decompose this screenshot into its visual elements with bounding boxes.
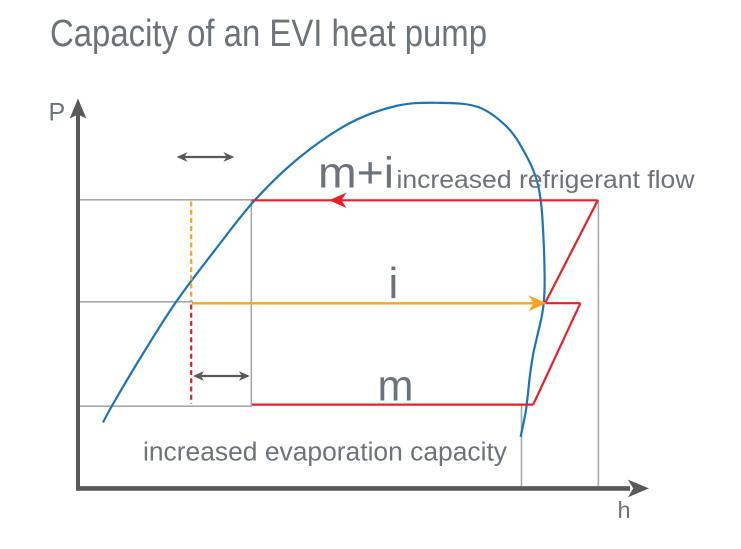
svg-text:Capacity of an EVI heat pump: Capacity of an EVI heat pump (50, 13, 487, 55)
svg-text:i: i (389, 259, 399, 308)
svg-text:h: h (618, 497, 631, 523)
svg-text:P: P (49, 99, 66, 127)
svg-text:m: m (378, 362, 414, 411)
svg-text:increased refrigerant flow: increased refrigerant flow (397, 166, 696, 194)
svg-text:increased evaporation capacity: increased evaporation capacity (143, 439, 507, 467)
svg-text:m+i: m+i (318, 149, 394, 198)
